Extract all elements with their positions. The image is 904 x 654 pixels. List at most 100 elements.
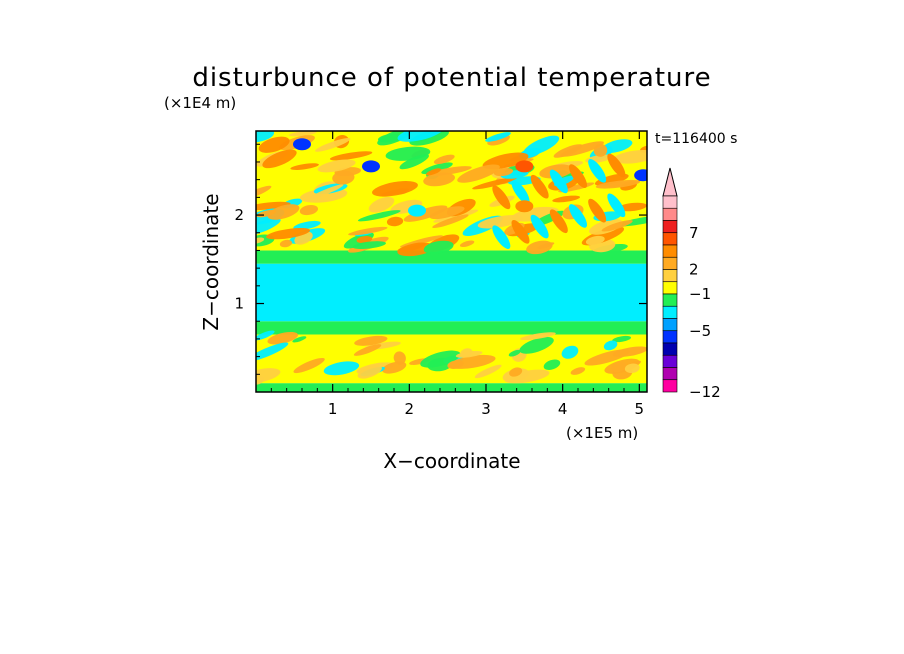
contour-patch — [509, 367, 523, 377]
contour-patch — [568, 204, 588, 228]
heatmap-layer — [256, 321, 647, 335]
plot-frame — [255, 130, 648, 393]
contour-patch — [293, 357, 325, 374]
contour-patch — [256, 330, 275, 341]
colorbar-swatch — [662, 318, 678, 332]
colorbar-swatch — [662, 305, 678, 319]
colorbar-extend-arrow — [662, 167, 678, 197]
chart-title: disturbunce of potential temperature — [192, 63, 711, 93]
contour-patch — [447, 360, 464, 369]
contour-patch — [317, 159, 356, 173]
contour-patch — [543, 359, 561, 370]
contour-patch — [511, 220, 530, 244]
heatmap-layer — [256, 250, 647, 264]
contour-patch — [508, 349, 521, 357]
colorbar-swatch — [662, 281, 678, 295]
y-tick-label: 2 — [234, 206, 244, 224]
contour-patch — [290, 163, 319, 170]
colorbar-swatch — [662, 232, 678, 246]
colorbar-swatch — [662, 330, 678, 344]
contour-patch — [423, 172, 455, 187]
colorbar-swatch — [662, 220, 678, 234]
contour-patch — [519, 336, 554, 354]
contour-patch — [492, 225, 511, 249]
contour-patch — [433, 154, 455, 165]
y-axis-label: Z−coordinate — [199, 193, 223, 330]
contour-patch — [267, 331, 299, 345]
contour-patch — [420, 350, 461, 368]
colorbar-swatch — [662, 379, 678, 393]
contour-patch — [617, 202, 647, 212]
contour-patch — [258, 136, 290, 153]
contour-patch — [568, 164, 588, 188]
contour-patch — [607, 193, 626, 218]
contour-patch — [459, 240, 475, 248]
contour-patch — [537, 242, 555, 249]
contour-patch — [256, 368, 281, 384]
contour-patch — [309, 184, 344, 199]
contour-patch — [455, 350, 483, 358]
contour-patch — [266, 227, 311, 240]
contour-patch — [399, 154, 429, 170]
contour-patch — [472, 177, 517, 190]
colorbar: 7 2 −1 −5 −12 — [662, 167, 721, 401]
contour-patch — [256, 237, 265, 244]
contour-patch — [624, 363, 640, 374]
contour-patch — [604, 358, 640, 374]
colorbar-swatch — [662, 244, 678, 258]
contour-patch — [352, 241, 386, 250]
contour-patch — [433, 209, 479, 223]
contour-patch — [423, 240, 454, 255]
colorbar-swatch — [662, 367, 678, 381]
contour-patch — [588, 158, 607, 183]
contour-patch — [357, 210, 401, 222]
contour-patch — [607, 153, 626, 178]
contour-patch — [386, 216, 404, 227]
contour-patch — [560, 141, 604, 157]
contour-patch — [585, 235, 605, 246]
contour-patch — [552, 195, 580, 203]
x-tick-label: 2 — [405, 400, 415, 418]
contour-patch — [561, 345, 579, 359]
colorbar-label: 7 — [689, 224, 699, 242]
colorbar-swatch — [662, 195, 678, 209]
contour-patch — [332, 170, 355, 185]
contour-patch — [292, 336, 307, 343]
contour-patch — [457, 164, 500, 183]
contour-patch — [612, 335, 632, 343]
contour-patch — [377, 133, 404, 143]
extremum-patch — [362, 160, 380, 173]
contour-patch — [368, 196, 395, 213]
contour-patch — [354, 335, 388, 346]
extremum-patch — [634, 169, 647, 182]
contour-patch — [549, 169, 568, 194]
y-axis: 12 — [234, 143, 647, 375]
contour-patch — [357, 365, 382, 379]
colorbar-label: 2 — [689, 261, 699, 279]
contour-patch — [493, 168, 514, 177]
contour-patch — [520, 332, 556, 341]
contour-patch — [393, 351, 406, 365]
contour-patch — [504, 369, 550, 384]
colorbar-swatch — [662, 256, 678, 270]
x-axis-label: X−coordinate — [383, 449, 520, 473]
contour-patch — [348, 226, 388, 236]
colorbar-swatch — [662, 269, 678, 283]
heatmap-plot-area — [256, 131, 647, 392]
extremum-patch — [515, 160, 534, 173]
contour-patch — [549, 209, 568, 234]
contour-patch — [595, 179, 641, 189]
contour-patch — [477, 215, 524, 229]
contour-patch — [485, 132, 511, 142]
contour-patch — [329, 151, 373, 161]
contour-patch — [397, 242, 426, 253]
contour-patch — [530, 214, 549, 239]
contour-patch — [492, 185, 511, 210]
contour-patch — [429, 206, 465, 220]
heatmap-layer — [256, 383, 647, 392]
colorbar-label: −1 — [689, 285, 711, 303]
x-tick-label: 4 — [558, 400, 568, 418]
x-axis-unit: (×1E5 m) — [566, 424, 638, 442]
extremum-patch — [408, 204, 426, 217]
